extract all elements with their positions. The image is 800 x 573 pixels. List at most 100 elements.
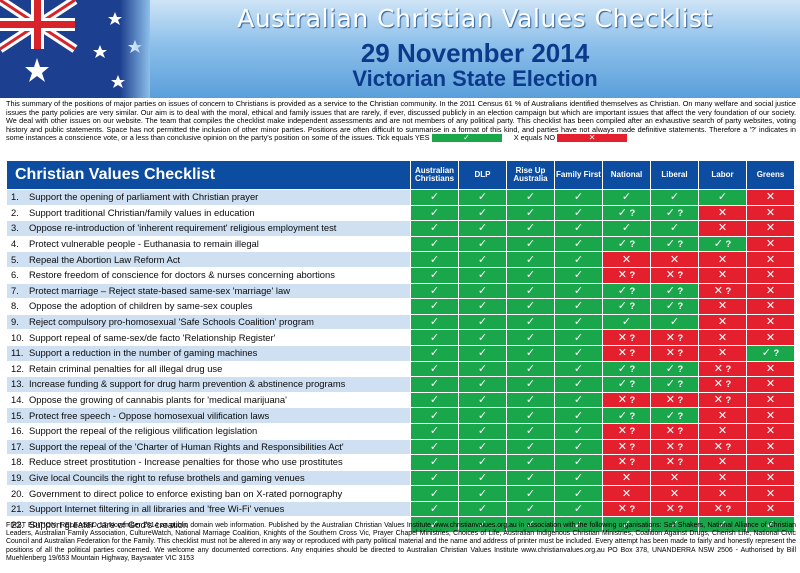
tick-icon: ✓: [525, 190, 536, 204]
tick-icon: ✓: [477, 346, 488, 360]
uncertain-mark: ?: [629, 456, 636, 468]
yes-cell: ✓: [698, 516, 747, 534]
no-cell: ✕ ?: [698, 438, 747, 456]
tick-icon: ✓: [665, 283, 675, 297]
tick-icon: ✓: [617, 377, 627, 391]
table-row: 3. Oppose re-introduction of 'inherent re…: [6, 220, 795, 237]
tick-icon: ✓: [429, 315, 440, 329]
tick-icon: ✓: [669, 517, 680, 531]
cross-icon: ✕: [717, 470, 728, 484]
tick-icon: ✓: [429, 455, 440, 469]
yes-cell: ✓: [410, 344, 459, 362]
no-cell: ✕: [746, 422, 795, 440]
no-cell: ✕ ?: [602, 438, 651, 456]
party-header: Liberal: [650, 160, 699, 190]
yes-cell: ✓: [410, 189, 459, 206]
election-name: Victorian State Election: [352, 66, 598, 91]
cross-icon: ✕: [669, 486, 680, 500]
yes-cell: ✓: [410, 391, 459, 409]
tick-icon: ✓: [525, 237, 536, 251]
tick-icon: ✓: [573, 237, 584, 251]
yes-cell: ✓: [458, 469, 507, 487]
no-cell: ✕: [746, 485, 795, 502]
tick-icon: ✓: [573, 502, 584, 516]
tick-icon: ✓: [477, 502, 488, 516]
tick-icon: ✓: [573, 439, 584, 453]
tick-icon: ✓: [617, 205, 627, 219]
issue-number: 7.: [11, 284, 19, 296]
no-cell: ✕ ?: [650, 266, 699, 284]
tick-icon: ✓: [429, 361, 440, 375]
no-cell: ✕: [746, 251, 795, 268]
issue-cell: 9. Reject compulsory pro-homosexual 'Safe…: [6, 313, 411, 331]
yes-cell: ✓: [410, 329, 459, 346]
issue-cell: 19. Give local Councils the right to refu…: [6, 469, 411, 487]
no-cell: ✕: [746, 282, 795, 300]
cross-icon: ✕: [717, 299, 728, 313]
uncertain-mark: ?: [677, 425, 684, 437]
no-cell: ✕ ?: [650, 422, 699, 440]
cross-icon: ✕: [765, 330, 776, 344]
no-cell: ✕: [698, 313, 747, 331]
issue-number: 16.: [11, 425, 25, 437]
tick-icon: ✓: [573, 252, 584, 266]
table-row: 20. Government to direct police to enforc…: [6, 485, 795, 502]
uncertain-mark: ?: [629, 425, 636, 437]
tick-icon: ✓: [573, 424, 584, 438]
no-cell: ✕: [746, 391, 795, 409]
issue-cell: 8. Oppose the adoption of children by sam…: [6, 298, 411, 315]
tick-icon: ✓: [573, 470, 584, 484]
intro-paragraph: This summary of the positions of major p…: [6, 99, 796, 143]
yes-cell: ✓: [554, 344, 603, 362]
table-header-row: Christian Values Checklist Australian Ch…: [6, 160, 795, 190]
yes-cell: ✓: [506, 360, 555, 378]
uncertain-mark: ?: [677, 409, 684, 421]
issue-number: 2.: [11, 206, 19, 218]
tick-icon: ✓: [429, 393, 440, 407]
issue-number: 15.: [11, 409, 25, 421]
uncertain-mark: ?: [629, 440, 636, 452]
issue-label: Increase funding & support for drug harm…: [29, 378, 346, 390]
uncertain-mark: ?: [725, 503, 732, 515]
yes-cell: ✓: [410, 235, 459, 253]
cross-icon: ✕: [717, 330, 728, 344]
yes-cell: ✓: [506, 251, 555, 268]
yes-cell: ✓ ?: [602, 298, 651, 315]
no-cell: ✕ ?: [650, 454, 699, 471]
yes-cell: ✓: [410, 266, 459, 284]
tick-icon: ✓: [477, 315, 488, 329]
issue-cell: 11. Support a reduction in the number of …: [6, 344, 411, 362]
no-cell: ✕ ?: [602, 266, 651, 284]
table-row: 15. Protect free speech - Oppose homosexu…: [6, 407, 795, 424]
issue-number: 6.: [11, 269, 19, 281]
no-cell: ✕: [698, 407, 747, 424]
no-cell: ✕: [746, 298, 795, 315]
tick-icon: ✓: [573, 486, 584, 500]
no-key-swatch: ✕: [557, 134, 628, 143]
tick-icon: ✓: [525, 283, 536, 297]
tick-icon: ✓: [765, 517, 776, 531]
tick-icon: ✓: [617, 237, 627, 251]
table-row: 2. Support traditional Christian/family v…: [6, 204, 795, 222]
tick-icon: ✓: [429, 517, 440, 531]
tick-icon: ✓: [477, 377, 488, 391]
cross-icon: ✕: [717, 408, 728, 422]
yes-cell: ✓: [506, 469, 555, 487]
cross-icon: ✕: [621, 252, 632, 266]
tick-icon: ✓: [525, 455, 536, 469]
uncertain-mark: ?: [677, 456, 684, 468]
cross-icon: ✕: [765, 486, 776, 500]
tick-icon: ✓: [669, 221, 680, 235]
no-cell: ✕: [746, 266, 795, 284]
cross-icon: ✕: [717, 221, 728, 235]
issue-label: Oppose the adoption of children by same-…: [29, 300, 253, 312]
yes-cell: ✓ ?: [650, 360, 699, 378]
tick-icon: ✓: [477, 455, 488, 469]
cross-icon: ✕: [665, 268, 675, 282]
uncertain-mark: ?: [629, 409, 636, 421]
tick-icon: ✓: [717, 190, 728, 204]
tick-icon: ✓: [429, 439, 440, 453]
yes-cell: ✓: [554, 204, 603, 222]
tick-icon: ✓: [477, 393, 488, 407]
party-header: Rise Up Australia: [506, 160, 555, 190]
